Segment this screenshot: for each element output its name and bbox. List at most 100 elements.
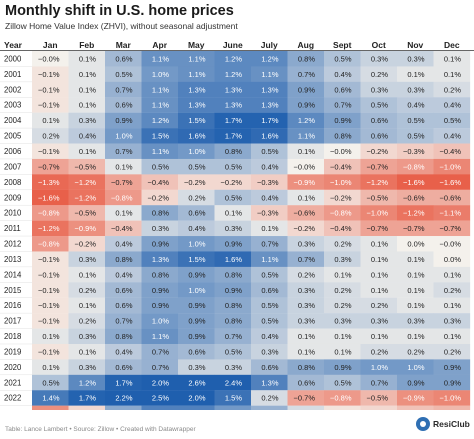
cell-2011-may [178, 220, 215, 237]
value-label-2005-sept: 0.8% [334, 132, 351, 141]
value-label-2009-sept: −0.2% [330, 193, 352, 202]
value-label-2001-june: 1.2% [225, 70, 242, 79]
cell-2021-sept [324, 374, 361, 391]
cell-2016-feb [68, 297, 106, 314]
value-label-2008-june: −0.2% [221, 178, 243, 187]
value-label-2004-july: 1.7% [261, 116, 278, 125]
value-label-2001-may: 1.1% [188, 70, 205, 79]
cell-2012-nov [397, 236, 434, 252]
value-label-2014-mar: 0.4% [115, 270, 132, 279]
cell-2014-june [214, 266, 252, 283]
cell-2022-may [178, 390, 215, 406]
year-label-2011: 2011 [4, 224, 21, 233]
value-label-2023-aug: 0.2% [298, 409, 315, 410]
cell-2010-oct [360, 205, 398, 221]
cell-2011-dec [433, 220, 471, 237]
cell-2018-apr [141, 328, 179, 345]
cell-2013-feb [68, 251, 106, 268]
value-label-2007-sept: −0.4% [330, 162, 352, 171]
cell-2006-june [214, 143, 252, 160]
value-label-2001-apr: 1.0% [152, 70, 169, 79]
value-label-2004-aug: 1.2% [298, 116, 315, 125]
cell-2000-apr [141, 51, 179, 67]
cell-2016-aug [287, 297, 325, 314]
value-label-2014-feb: 0.1% [79, 270, 96, 279]
value-label-2000-apr: 1.1% [152, 54, 169, 63]
cell-2020-feb [68, 359, 106, 375]
value-label-2006-dec: −0.4% [440, 147, 462, 156]
value-label-2017-nov: 0.3% [407, 317, 424, 326]
value-label-2015-aug: 0.3% [298, 286, 315, 295]
cell-2020-sept [324, 359, 361, 375]
value-label-2005-aug: 1.1% [298, 132, 315, 141]
cell-2003-feb [68, 97, 106, 113]
cell-2019-oct [360, 343, 398, 360]
value-label-2015-sept: 0.2% [334, 286, 351, 295]
value-label-2020-july: 0.6% [261, 363, 278, 372]
value-label-2021-aug: 0.6% [298, 378, 315, 387]
value-label-2007-mar: 0.1% [115, 162, 132, 171]
source-footer: Table: Lance Lambert • Source: Zillow • … [5, 426, 196, 433]
value-label-2001-nov: 0.1% [407, 70, 424, 79]
value-label-2000-mar: 0.6% [115, 54, 132, 63]
cell-2001-sept [324, 66, 361, 82]
year-label-2009: 2009 [4, 193, 21, 202]
value-label-2005-oct: 0.6% [371, 132, 388, 141]
value-label-2009-oct: −0.5% [367, 193, 389, 202]
value-label-2008-july: −0.3% [257, 178, 279, 187]
cell-2006-apr [141, 143, 179, 160]
value-label-2017-apr: 1.0% [152, 317, 169, 326]
value-label-2021-sept: 0.5% [334, 378, 351, 387]
cell-2011-mar [105, 220, 142, 237]
cell-2020-apr [141, 359, 179, 375]
cell-2002-aug [287, 81, 325, 98]
value-label-2012-sept: 0.2% [334, 240, 351, 249]
cell-2003-sept [324, 97, 361, 113]
cell-2015-aug [287, 282, 325, 298]
cell-2009-june [214, 189, 252, 206]
value-label-2020-apr: 0.7% [152, 363, 169, 372]
cell-2016-dec [433, 297, 471, 314]
value-label-2019-sept: 0.1% [334, 347, 351, 356]
cell-2007-jan [32, 158, 69, 175]
cell-2002-feb [68, 81, 106, 98]
cell-2009-dec [433, 189, 471, 206]
cell-2002-nov [397, 81, 434, 98]
year-label-2006: 2006 [4, 147, 21, 156]
value-label-2002-oct: 0.3% [371, 85, 388, 94]
cell-2018-jan [32, 328, 69, 345]
value-label-2008-sept: −1.0% [330, 178, 352, 187]
cell-2011-aug [287, 220, 325, 237]
cell-2013-mar [105, 251, 142, 268]
value-label-2014-june: 0.8% [225, 270, 242, 279]
value-label-2022-oct: −0.5% [367, 394, 389, 403]
cell-2014-july [251, 266, 288, 283]
value-label-2004-feb: 0.3% [79, 116, 96, 125]
cell-2018-june [214, 328, 252, 345]
value-label-2018-aug: 0.1% [298, 332, 315, 341]
value-label-2008-dec: −1.6% [440, 178, 462, 187]
value-label-2003-may: 1.3% [188, 101, 205, 110]
value-label-2000-nov: 0.3% [407, 54, 424, 63]
value-label-2013-nov: 0.1% [407, 255, 424, 264]
cell-2019-apr [141, 343, 179, 360]
cell-2013-oct [360, 251, 398, 268]
value-label-2003-sept: 0.7% [334, 101, 351, 110]
value-label-2010-mar: 0.1% [115, 209, 132, 218]
cell-2017-mar [105, 313, 142, 329]
cell-2022-apr [141, 390, 179, 406]
value-label-2003-feb: 0.1% [79, 101, 96, 110]
value-label-2005-june: 1.7% [225, 132, 242, 141]
cell-2011-june [214, 220, 252, 237]
year-label-2013: 2013 [4, 255, 21, 264]
value-label-2021-feb: 1.2% [79, 378, 96, 387]
cell-2000-dec [433, 51, 471, 67]
cell-2008-june [214, 174, 252, 190]
year-label-2021: 2021 [4, 378, 21, 387]
cell-2013-dec [433, 251, 471, 268]
value-label-2014-july: 0.5% [261, 270, 278, 279]
value-label-2006-jan: −0.1% [38, 147, 60, 156]
month-header-may: May [188, 40, 205, 50]
value-label-2021-oct: 0.7% [371, 378, 388, 387]
value-label-2017-sept: 0.3% [334, 317, 351, 326]
